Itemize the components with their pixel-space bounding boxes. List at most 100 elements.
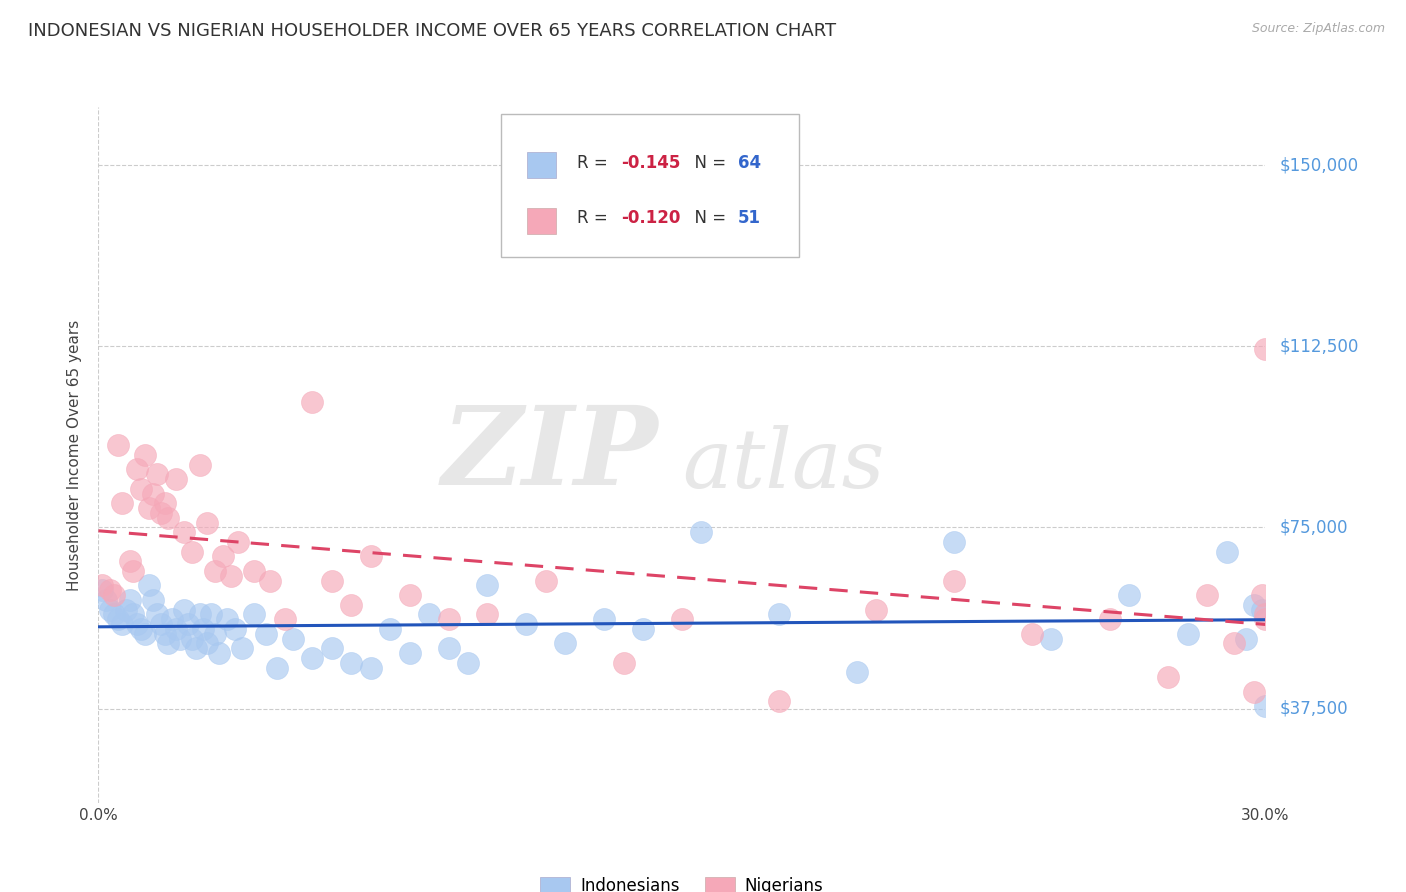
Nigerians [477, 607, 499, 622]
Nigerians [1223, 636, 1246, 650]
Nigerians [188, 458, 211, 472]
Indonesians [1250, 602, 1272, 616]
Nigerians [138, 501, 160, 516]
Indonesians [301, 651, 323, 665]
Nigerians [149, 506, 172, 520]
Nigerians [1254, 612, 1277, 626]
Indonesians [215, 612, 238, 626]
Indonesians [200, 607, 222, 622]
Indonesians [153, 626, 176, 640]
Indonesians [107, 612, 129, 626]
Nigerians [943, 574, 966, 588]
Indonesians [188, 607, 211, 622]
Indonesians [418, 607, 440, 622]
Indonesians [266, 660, 288, 674]
FancyBboxPatch shape [501, 114, 799, 257]
Nigerians [134, 448, 156, 462]
Text: $37,500: $37,500 [1279, 699, 1348, 717]
Nigerians [1250, 588, 1272, 602]
Indonesians [114, 602, 136, 616]
Indonesians [157, 636, 180, 650]
Nigerians [1157, 670, 1180, 684]
Nigerians [195, 516, 218, 530]
Indonesians [768, 607, 790, 622]
Text: 51: 51 [738, 210, 761, 227]
Nigerians [228, 534, 250, 549]
Indonesians [122, 607, 145, 622]
Text: R =: R = [576, 153, 613, 171]
Nigerians [1243, 684, 1265, 698]
Indonesians [1254, 699, 1277, 714]
Indonesians [165, 622, 187, 636]
Indonesians [457, 656, 479, 670]
Text: N =: N = [685, 210, 731, 227]
Indonesians [184, 641, 207, 656]
Nigerians [1254, 607, 1277, 622]
Text: $75,000: $75,000 [1279, 518, 1348, 536]
Nigerians [127, 462, 149, 476]
Y-axis label: Householder Income Over 65 years: Householder Income Over 65 years [67, 319, 83, 591]
Nigerians [865, 602, 887, 616]
Nigerians [157, 510, 180, 524]
Indonesians [515, 617, 537, 632]
Indonesians [224, 622, 246, 636]
Nigerians [274, 612, 297, 626]
Nigerians [153, 496, 176, 510]
Indonesians [340, 656, 363, 670]
Indonesians [138, 578, 160, 592]
Text: N =: N = [685, 153, 731, 171]
Indonesians [193, 622, 215, 636]
Indonesians [169, 632, 191, 646]
Indonesians [129, 622, 152, 636]
Text: $150,000: $150,000 [1279, 156, 1358, 174]
Indonesians [398, 646, 420, 660]
Indonesians [243, 607, 266, 622]
FancyBboxPatch shape [527, 152, 555, 178]
Indonesians [91, 583, 114, 598]
Nigerians [122, 564, 145, 578]
Indonesians [111, 617, 134, 632]
Nigerians [219, 568, 242, 582]
Nigerians [1195, 588, 1218, 602]
Nigerians [437, 612, 460, 626]
Legend: Indonesians, Nigerians: Indonesians, Nigerians [534, 871, 830, 892]
Indonesians [690, 525, 713, 540]
Indonesians [437, 641, 460, 656]
Nigerians [1098, 612, 1121, 626]
Nigerians [398, 588, 420, 602]
Indonesians [177, 617, 200, 632]
Nigerians [534, 574, 557, 588]
Indonesians [208, 646, 231, 660]
Nigerians [340, 598, 363, 612]
Nigerians [91, 578, 114, 592]
Indonesians [631, 622, 654, 636]
Nigerians [180, 544, 202, 558]
Indonesians [195, 636, 218, 650]
Indonesians [554, 636, 576, 650]
FancyBboxPatch shape [527, 208, 555, 234]
Indonesians [1234, 632, 1257, 646]
Nigerians [301, 394, 323, 409]
Indonesians [173, 602, 195, 616]
Nigerians [111, 496, 134, 510]
Nigerians [1021, 626, 1043, 640]
Nigerians [173, 525, 195, 540]
Indonesians [1243, 598, 1265, 612]
Nigerians [612, 656, 634, 670]
Indonesians [321, 641, 343, 656]
Indonesians [231, 641, 253, 656]
Indonesians [1040, 632, 1063, 646]
Indonesians [204, 626, 226, 640]
Indonesians [149, 617, 172, 632]
Indonesians [477, 578, 499, 592]
Text: R =: R = [576, 210, 613, 227]
Indonesians [845, 665, 868, 680]
Nigerians [98, 583, 121, 598]
Indonesians [162, 612, 184, 626]
Nigerians [259, 574, 281, 588]
Text: $112,500: $112,500 [1279, 337, 1358, 355]
Nigerians [129, 482, 152, 496]
Indonesians [943, 534, 966, 549]
Nigerians [243, 564, 266, 578]
Text: -0.120: -0.120 [621, 210, 681, 227]
